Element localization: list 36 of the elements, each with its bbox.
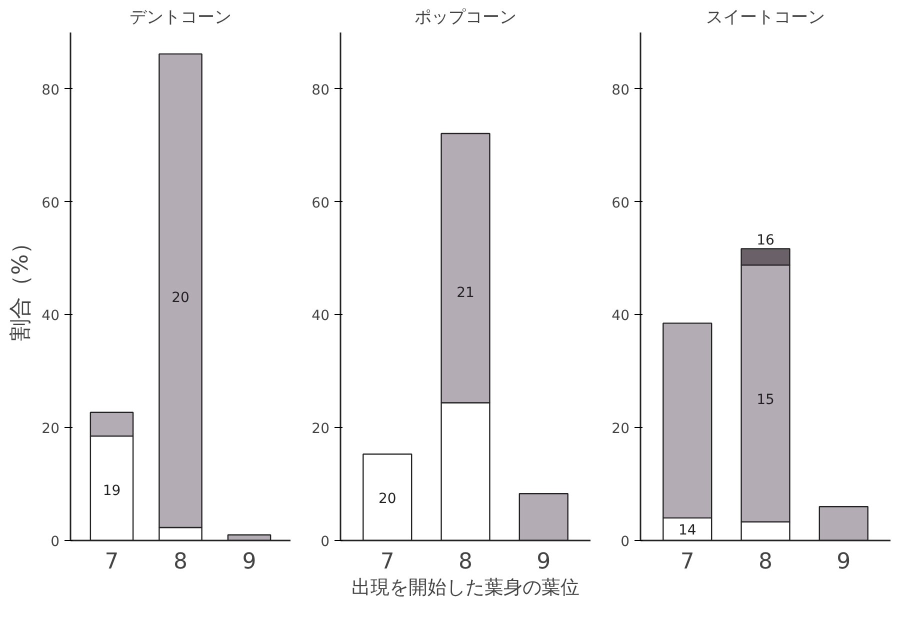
x-axis-title: 出現を開始した葉身の葉位 — [352, 576, 580, 598]
x-tick-label: 9 — [242, 550, 256, 574]
y-tick-label: 0 — [320, 534, 330, 550]
x-tick-label: 9 — [836, 550, 851, 574]
y-tick-label: 40 — [42, 308, 60, 324]
y-tick-label: 40 — [612, 308, 630, 324]
annotation: 20 — [172, 290, 190, 306]
chart-title: ポップコーン — [414, 8, 516, 28]
y-tick-label: 20 — [612, 421, 630, 438]
y-tick-label: 80 — [42, 82, 60, 98]
y-tick-label: 40 — [312, 308, 330, 324]
x-tick-label: 7 — [380, 550, 394, 574]
chart-title: デントコーン — [130, 8, 232, 28]
annotation: 14 — [678, 522, 696, 539]
y-axis-title: 割合（%） — [8, 232, 34, 341]
y-tick-label: 60 — [312, 195, 330, 212]
y-tick-label: 80 — [612, 82, 630, 98]
annotation: 21 — [456, 285, 474, 302]
x-tick-label: 7 — [104, 550, 119, 574]
y-tick-label: 60 — [612, 195, 630, 212]
chart-title: スイートコーン — [706, 8, 825, 28]
x-tick-label: 8 — [458, 550, 472, 574]
annotation: 20 — [378, 490, 396, 507]
y-tick-label: 60 — [42, 195, 60, 212]
x-tick-label: 7 — [680, 550, 694, 574]
y-tick-label: 0 — [620, 534, 630, 550]
y-tick-label: 20 — [312, 421, 330, 438]
y-tick-label: 80 — [312, 82, 330, 98]
x-tick-label: 8 — [174, 550, 188, 574]
annotation: 16 — [756, 232, 774, 249]
y-tick-label: 0 — [50, 534, 60, 550]
annotation: 15 — [756, 392, 774, 408]
x-tick-label: 8 — [758, 550, 772, 574]
x-tick-label: 9 — [536, 550, 551, 574]
y-tick-label: 20 — [42, 421, 60, 438]
annotation: 19 — [102, 483, 121, 500]
